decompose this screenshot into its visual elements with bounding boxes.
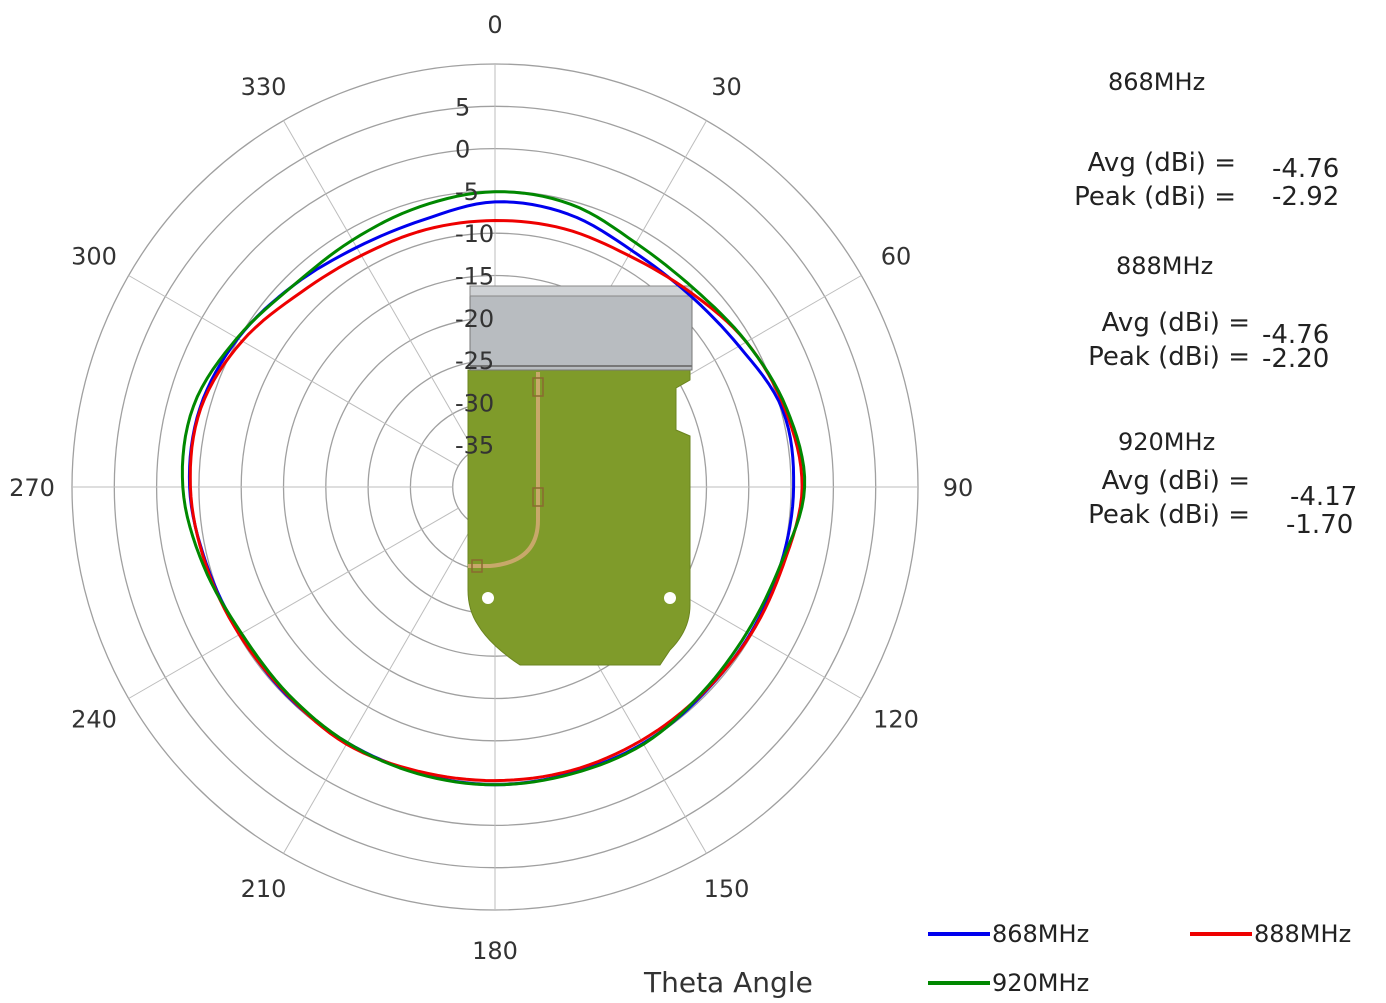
stats-avg-label-888: Avg (dBi) =: [1101, 308, 1250, 338]
radial-tick-label: -25: [455, 347, 494, 375]
legend-label-920: 920MHz: [992, 969, 1090, 997]
radial-tick-label: 5: [455, 93, 470, 121]
legend-item-920: 920MHz: [928, 969, 1089, 997]
stats-title-920: 920MHz: [1118, 428, 1216, 456]
radial-tick-label: -35: [455, 432, 494, 460]
legend-label-888: 888MHz: [1254, 920, 1352, 948]
radial-tick-label: -10: [455, 220, 494, 248]
legend-item-888: 888MHz: [1190, 920, 1351, 948]
stats-title-888: 888MHz: [1116, 252, 1214, 280]
angle-tick-labels: 0 30 60 90 120 150 180 210 240 270 300 330: [9, 11, 973, 965]
radial-tick-label: -30: [455, 389, 494, 417]
radial-tick-labels: 5 0 -5 -10 -15 -20 -25 -30 -35: [455, 93, 494, 459]
angle-tick-label: 0: [487, 11, 502, 39]
series-line-920MHz: [180, 190, 807, 787]
angle-tick-label: 150: [704, 875, 750, 903]
angle-tick-label: 90: [943, 474, 974, 502]
radial-tick-label: 0: [455, 136, 470, 164]
stats-peak-value-920: -1.70: [1286, 510, 1354, 540]
stats-avg-label-868: Avg (dBi) =: [1087, 148, 1236, 178]
legend-swatch-888: [1190, 932, 1252, 936]
radial-tick-label: -15: [455, 263, 494, 291]
legend-item-868: 868MHz: [928, 920, 1089, 948]
antenna-board-image: [467, 285, 693, 666]
angle-tick-label: 60: [881, 243, 912, 271]
radial-tick-label: -5: [455, 178, 479, 206]
angle-tick-label: 240: [71, 706, 117, 734]
legend-label-868: 868MHz: [992, 920, 1090, 948]
legend-swatch-868: [928, 932, 990, 936]
stats-peak-label-868: Peak (dBi) =: [1074, 182, 1236, 212]
radial-tick-label: -20: [455, 305, 494, 333]
legend-swatch-920: [928, 981, 990, 985]
stats-avg-value-888: -4.76: [1262, 320, 1330, 350]
angle-tick-label: 210: [241, 875, 287, 903]
angle-tick-label: 120: [873, 706, 919, 734]
grid-spoke: [283, 523, 475, 854]
angle-tick-label: 300: [71, 243, 117, 271]
x-axis-title: Theta Angle: [644, 966, 813, 999]
stats-avg-value-920: -4.17: [1290, 482, 1358, 512]
angle-tick-label: 330: [241, 73, 287, 101]
stats-peak-value-868: -2.92: [1272, 182, 1340, 212]
grid-spoke: [283, 120, 475, 451]
stats-title-868: 868MHz: [1108, 68, 1206, 96]
grid-spoke: [128, 275, 459, 467]
stats-peak-value-888: -2.20: [1262, 344, 1330, 374]
stats-peak-label-920: Peak (dBi) =: [1088, 500, 1250, 530]
angle-tick-label: 180: [472, 937, 518, 965]
angle-tick-label: 270: [9, 474, 55, 502]
stats-avg-value-868: -4.76: [1272, 154, 1340, 184]
grid-spoke: [128, 507, 459, 699]
angle-tick-label: 30: [711, 73, 742, 101]
stats-avg-label-920: Avg (dBi) =: [1101, 466, 1250, 496]
stats-peak-label-888: Peak (dBi) =: [1088, 342, 1250, 372]
series-layer: [180, 190, 807, 787]
